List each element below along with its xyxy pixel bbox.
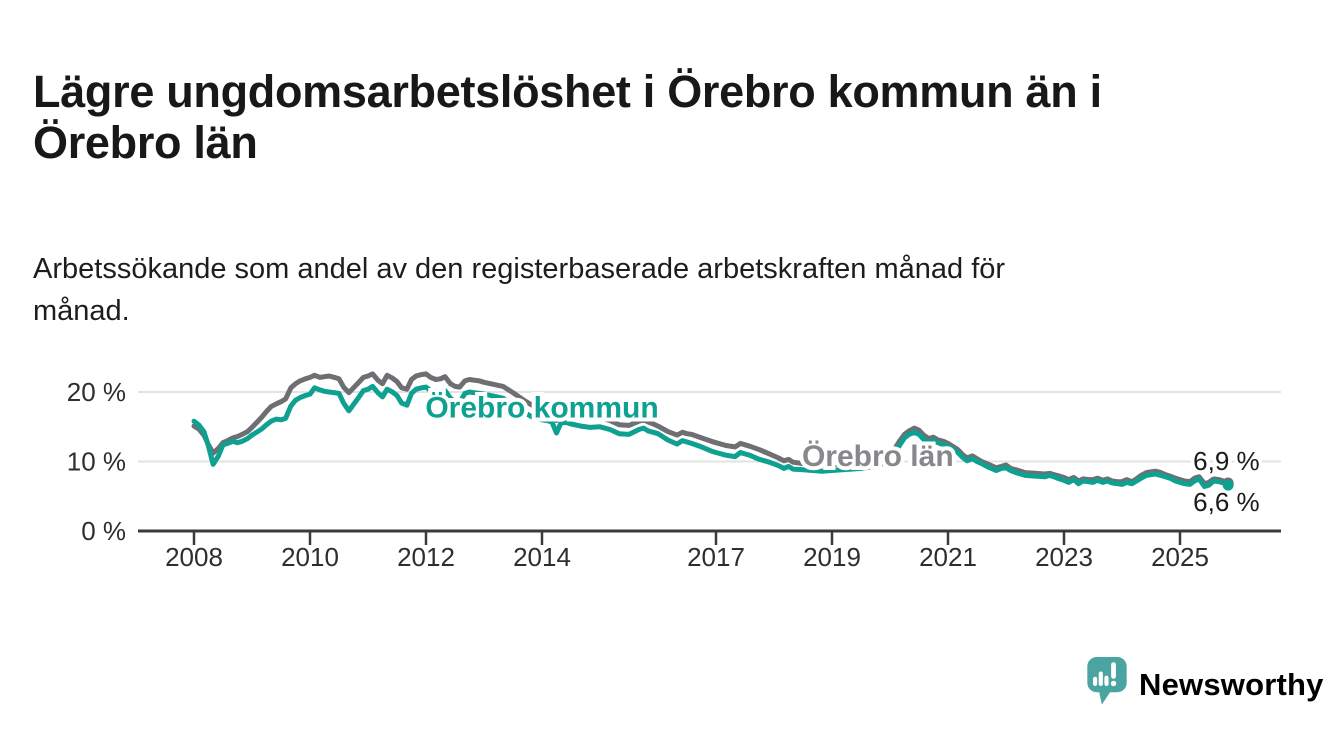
x-tick-label-2019: 2019	[803, 542, 861, 572]
x-tick-label-2014: 2014	[513, 542, 571, 572]
newsworthy-logo: Newsworthy	[1086, 656, 1324, 714]
x-tick-label-2008: 2008	[165, 542, 223, 572]
series-line-orebro-kommun	[191, 383, 1231, 489]
end-value-label-0: 6,9 %	[1193, 446, 1260, 476]
x-tick-label-2023: 2023	[1035, 542, 1093, 572]
series-line-orebro-lan	[191, 371, 1231, 487]
page-title: Lägre ungdomsarbetslöshet i Örebro kommu…	[33, 66, 1102, 169]
brand-wordmark: Newsworthy	[1139, 667, 1324, 702]
x-tick-label-2010: 2010	[281, 542, 339, 572]
end-dot-orebro-kommun	[1222, 479, 1234, 491]
speech-bubble-bar-chart-icon	[1087, 657, 1127, 705]
x-tick-label-2012: 2012	[397, 542, 455, 572]
y-tick-label-20: 20 %	[67, 377, 126, 407]
x-tick-label-2021: 2021	[919, 542, 977, 572]
end-value-label-1: 6,6 %	[1193, 487, 1260, 517]
x-tick-label-2025: 2025	[1151, 542, 1209, 572]
y-tick-label-0: 0 %	[81, 516, 126, 546]
series-label-orebro-kommun: Örebro kommun	[425, 391, 658, 424]
y-tick-label-10: 10 %	[67, 447, 126, 477]
x-tick-label-2017: 2017	[687, 542, 745, 572]
series-label-orebro-lan: Örebro län	[802, 440, 954, 473]
chart-subtitle: Arbetssökande som andel av den registerb…	[33, 253, 1006, 327]
